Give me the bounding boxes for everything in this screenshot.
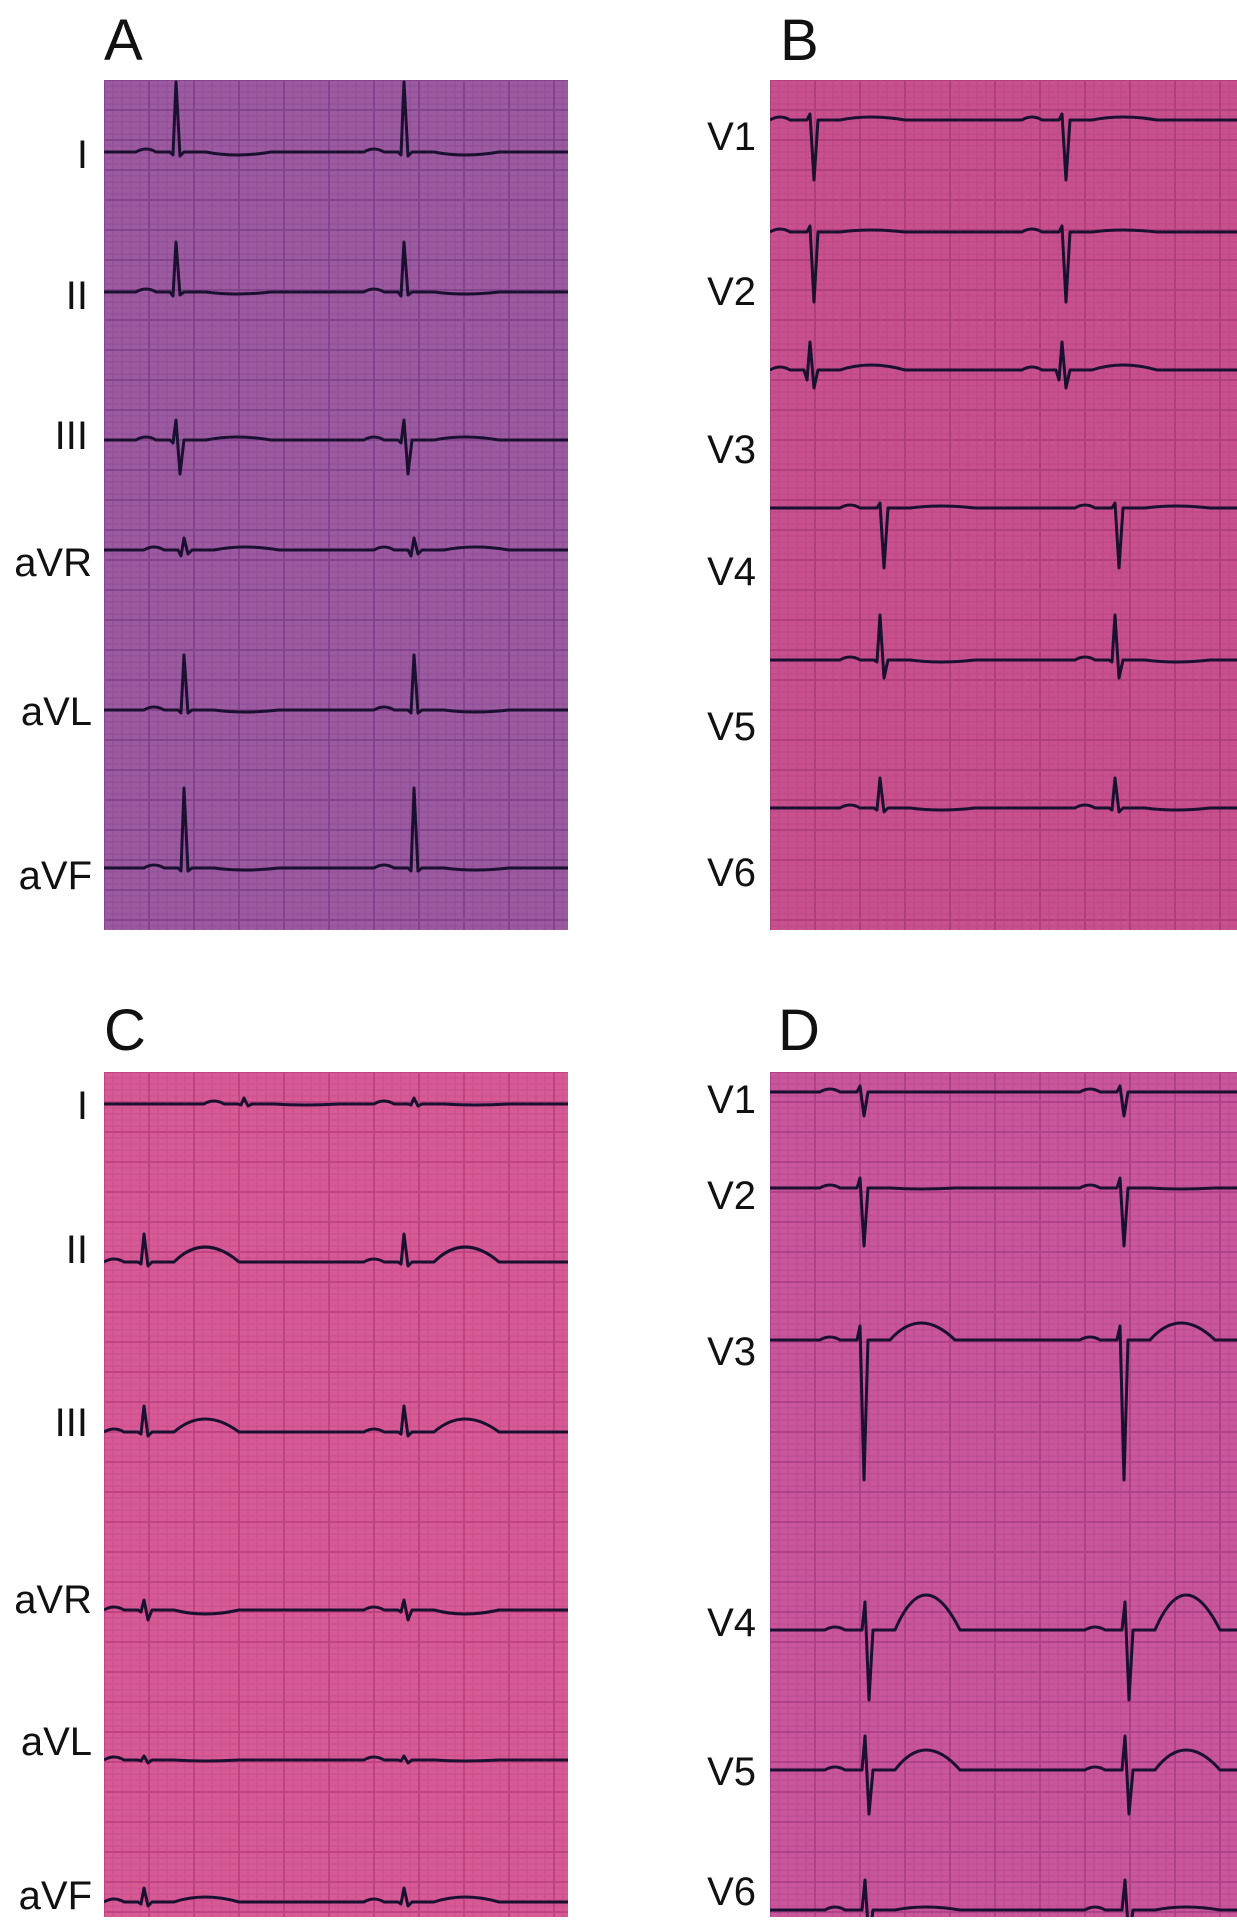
lead-label-d-v1: V1 bbox=[707, 1078, 756, 1122]
lead-label-b-v1: V1 bbox=[707, 115, 756, 159]
lead-label-d-v3: V3 bbox=[707, 1330, 756, 1374]
panel-letter-c: C bbox=[104, 998, 146, 1063]
ecg-trace-1-0 bbox=[770, 112, 1237, 182]
ecg-trace-3-0 bbox=[770, 1084, 1237, 1118]
ecg-trace-2-0 bbox=[104, 1096, 568, 1108]
ecg-trace-2-1 bbox=[104, 1232, 568, 1268]
ecg-trace-0-3 bbox=[104, 536, 568, 558]
ecg-trace-0-4 bbox=[104, 653, 568, 715]
lead-label-c-avl: aVL bbox=[20, 1720, 92, 1764]
ecg-trace-2-2 bbox=[104, 1404, 568, 1438]
lead-label-a-iii: III bbox=[54, 414, 88, 458]
lead-label-b-v3: V3 bbox=[707, 428, 756, 472]
ecg-major-grid bbox=[104, 1072, 568, 1917]
ecg-trace-0-5 bbox=[104, 786, 568, 873]
ecg-trace-2-4 bbox=[104, 1754, 568, 1765]
ecg-grid-b bbox=[770, 80, 1237, 930]
ecg-strip-d bbox=[770, 1072, 1237, 1917]
lead-label-c-iii: III bbox=[54, 1401, 88, 1445]
ecg-trace-1-3 bbox=[770, 501, 1237, 570]
ecg-trace-2-5 bbox=[104, 1886, 568, 1908]
lead-label-d-v5: V5 bbox=[707, 1750, 756, 1794]
lead-label-d-v6: V6 bbox=[707, 1870, 756, 1914]
ecg-fine-grid bbox=[104, 80, 568, 930]
ecg-grid-a bbox=[104, 80, 568, 930]
lead-label-c-i: I bbox=[76, 1084, 88, 1128]
lead-label-b-v6: V6 bbox=[707, 851, 756, 895]
lead-label-c-avr: aVR bbox=[14, 1578, 92, 1622]
lead-label-b-v2: V2 bbox=[707, 270, 756, 314]
panel-letter-d: D bbox=[778, 998, 820, 1063]
lead-label-a-i: I bbox=[76, 133, 88, 177]
ecg-grid-d bbox=[770, 1072, 1237, 1917]
ecg-trace-0-1 bbox=[104, 240, 568, 298]
lead-label-c-avf: aVF bbox=[18, 1874, 92, 1918]
ecg-trace-1-2 bbox=[770, 340, 1237, 390]
ecg-trace-3-4 bbox=[770, 1734, 1237, 1816]
ecg-major-grid bbox=[770, 80, 1237, 930]
ecg-trace-1-4 bbox=[770, 613, 1237, 680]
ecg-trace-3-5 bbox=[770, 1878, 1237, 1917]
lead-label-a-ii: II bbox=[65, 274, 88, 318]
ecg-trace-3-1 bbox=[770, 1176, 1237, 1248]
lead-label-a-avf: aVF bbox=[18, 854, 92, 898]
lead-label-d-v4: V4 bbox=[707, 1601, 756, 1645]
lead-label-b-v4: V4 bbox=[707, 550, 756, 594]
lead-label-a-avr: aVR bbox=[14, 541, 92, 585]
lead-label-d-v2: V2 bbox=[707, 1174, 756, 1218]
ecg-grid-c bbox=[104, 1072, 568, 1917]
ecg-paper bbox=[770, 1072, 1237, 1917]
ecg-trace-3-3 bbox=[770, 1593, 1237, 1702]
ecg-trace-0-0 bbox=[104, 80, 568, 158]
ecg-strip-a bbox=[104, 80, 568, 930]
lead-label-c-ii: II bbox=[65, 1228, 88, 1272]
ecg-paper bbox=[104, 80, 568, 930]
ecg-trace-0-2 bbox=[104, 418, 568, 476]
ecg-major-grid bbox=[770, 1072, 1237, 1917]
ecg-paper bbox=[104, 1072, 568, 1917]
ecg-strip-c bbox=[104, 1072, 568, 1917]
panel-letter-b: B bbox=[780, 8, 819, 73]
ecg-strip-b bbox=[770, 80, 1237, 930]
ecg-trace-2-3 bbox=[104, 1598, 568, 1622]
lead-label-b-v5: V5 bbox=[707, 705, 756, 749]
ecg-trace-1-5 bbox=[770, 776, 1237, 814]
ecg-trace-1-1 bbox=[770, 224, 1237, 304]
lead-label-a-avl: aVL bbox=[20, 690, 92, 734]
ecg-trace-3-2 bbox=[770, 1321, 1237, 1482]
panel-letter-a: A bbox=[104, 8, 143, 73]
